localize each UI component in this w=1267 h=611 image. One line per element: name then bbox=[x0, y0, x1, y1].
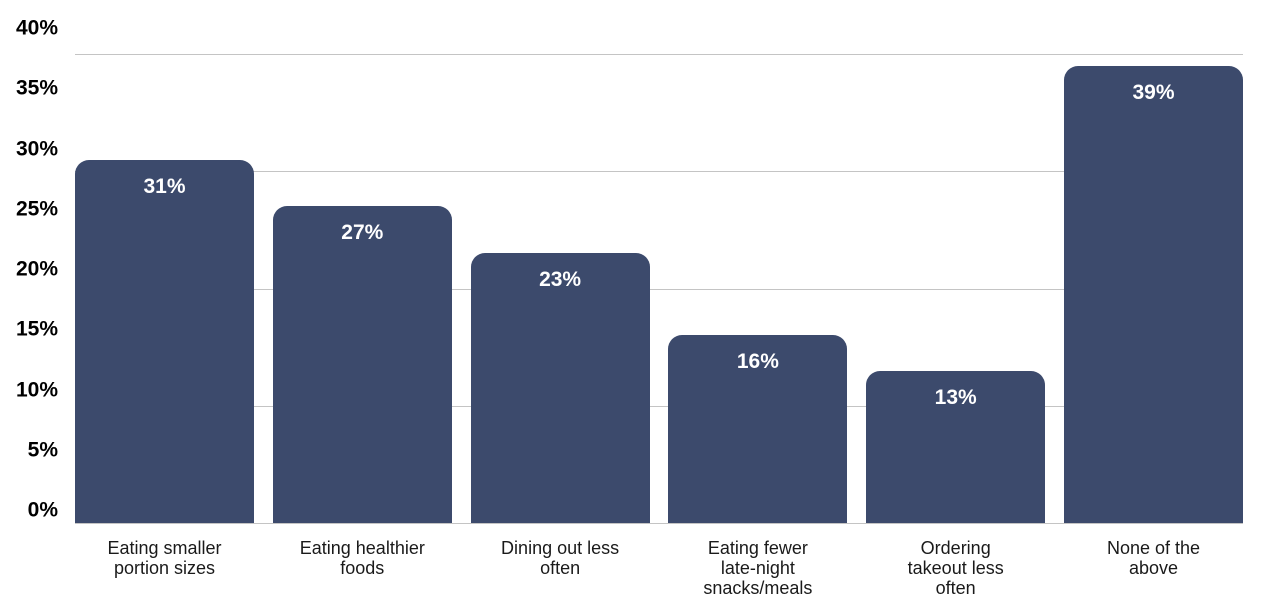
bar: 31% bbox=[75, 159, 254, 523]
bar-value-label: 39% bbox=[1132, 80, 1175, 104]
gridline bbox=[75, 171, 1243, 173]
gridline bbox=[75, 405, 1243, 407]
bar-value-label: 16% bbox=[736, 350, 779, 374]
y-axis-tick-label: 35% bbox=[15, 76, 58, 100]
bar-value-label: 23% bbox=[539, 268, 582, 292]
category-label: Dining out less often bbox=[501, 538, 620, 578]
y-axis-tick-label: 25% bbox=[15, 197, 58, 221]
y-axis-tick-label: 15% bbox=[15, 317, 58, 341]
y-axis-tick-label: 0% bbox=[27, 498, 58, 522]
y-axis-tick-label: 5% bbox=[27, 438, 58, 462]
category-label: Eating healthier foods bbox=[299, 538, 425, 578]
y-axis-tick-label: 20% bbox=[15, 257, 58, 281]
bar: 39% bbox=[1064, 65, 1243, 523]
bar-value-label: 27% bbox=[341, 221, 384, 245]
bar: 27% bbox=[272, 206, 452, 523]
bar-value-label: 13% bbox=[934, 385, 977, 409]
gridline bbox=[75, 54, 1243, 55]
y-axis-tick-label: 30% bbox=[15, 137, 58, 160]
bar: 16% bbox=[668, 335, 848, 523]
y-axis-tick-label: 40% bbox=[15, 16, 58, 40]
category-label: None of the above bbox=[1106, 538, 1201, 578]
category-label: Eating smaller portion sizes bbox=[107, 538, 222, 578]
bar: 23% bbox=[470, 253, 650, 523]
gridline bbox=[75, 523, 1243, 524]
category-label: Eating fewer late-night snacks/meals bbox=[703, 538, 813, 598]
gridline bbox=[75, 288, 1243, 290]
y-axis-tick-label: 10% bbox=[15, 378, 58, 401]
category-label: Ordering takeout less often bbox=[907, 538, 1004, 598]
bar: 13% bbox=[866, 370, 1046, 523]
bar-value-label: 31% bbox=[143, 174, 186, 198]
